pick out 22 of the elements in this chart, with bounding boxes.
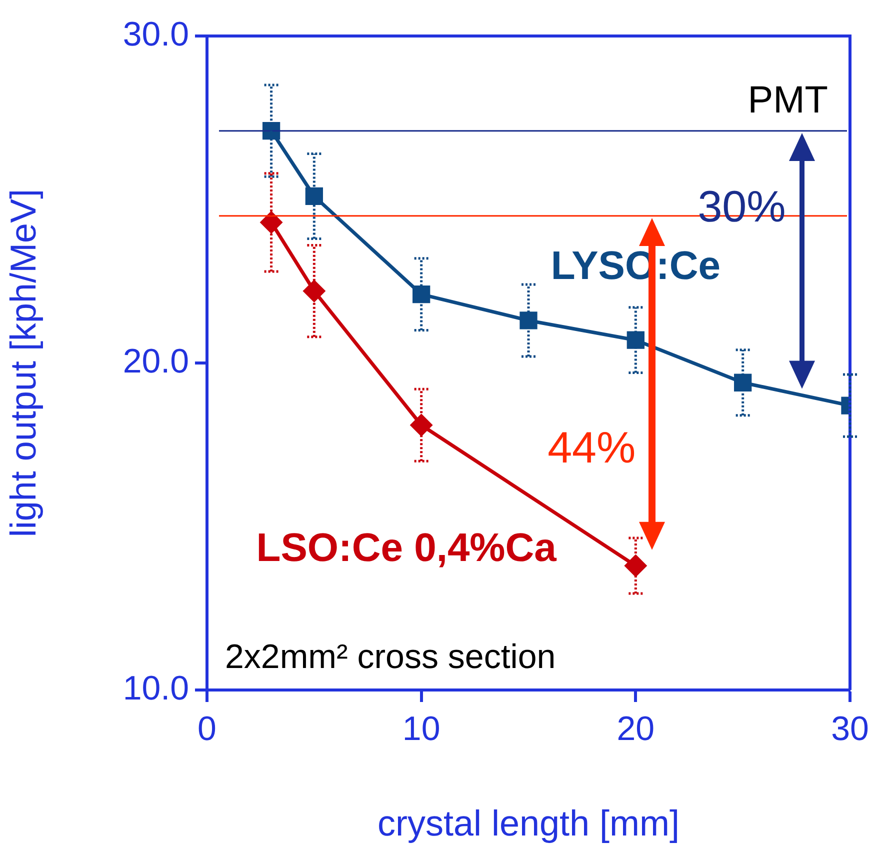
point <box>305 187 323 206</box>
y-tick-label: 30.0 <box>122 15 189 54</box>
x-tick-label: 0 <box>198 710 216 748</box>
point <box>303 280 325 302</box>
point <box>410 414 432 436</box>
point <box>520 312 538 330</box>
series-label: LSO:Ce 0,4%Ca <box>256 526 558 570</box>
point <box>412 286 430 304</box>
x-tick-label: 20 <box>616 710 655 748</box>
y-tick-label: 10.0 <box>122 669 189 708</box>
x-axis-title: crystal length [mm] <box>377 802 680 844</box>
x-tick-label: 30 <box>831 710 869 748</box>
point <box>626 331 644 349</box>
ref-line-label: PMT <box>748 79 828 122</box>
point <box>734 374 752 392</box>
y-tick-label: 20.0 <box>122 342 189 380</box>
x-tick-label: 10 <box>402 710 440 748</box>
y-axis-title: light output [kph/MeV] <box>2 188 44 538</box>
annotation: 2x2mm² cross section <box>225 638 556 676</box>
annotation: 44% <box>548 423 636 472</box>
point <box>260 212 282 234</box>
point <box>624 554 646 576</box>
